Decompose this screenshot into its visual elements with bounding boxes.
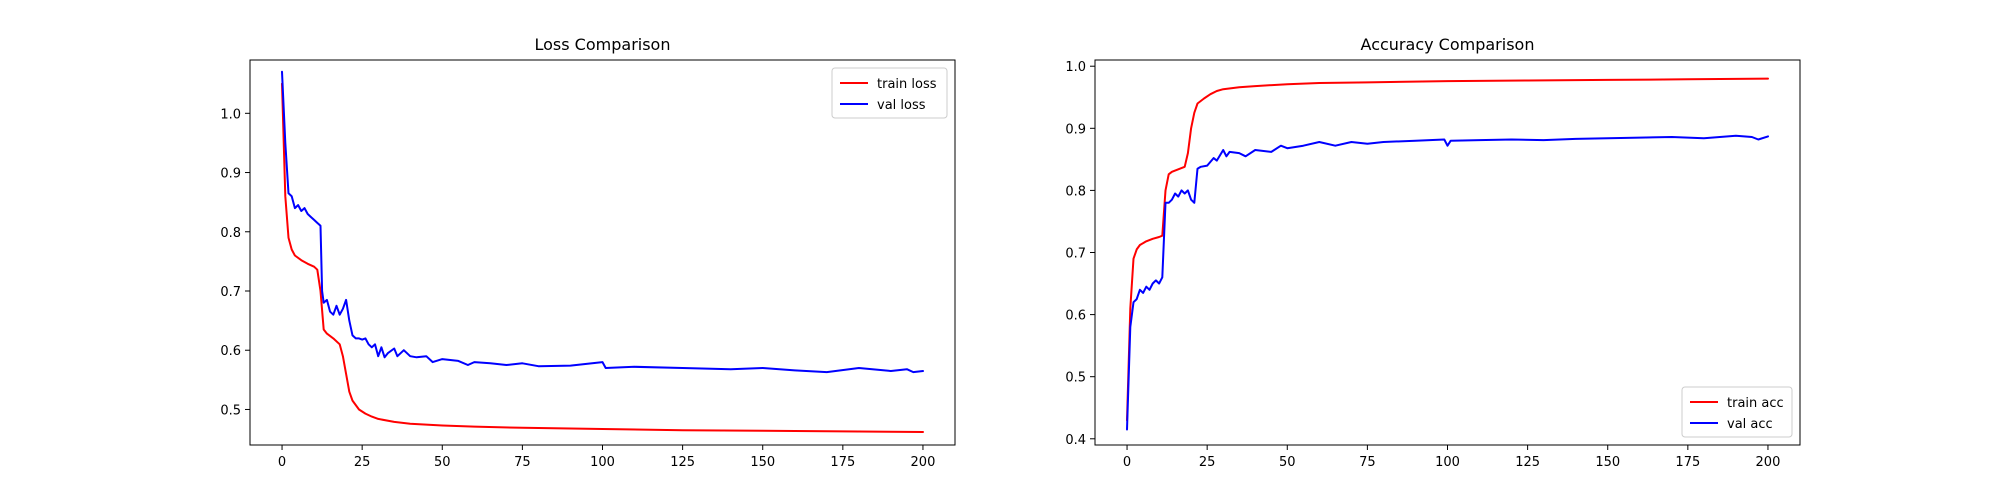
plot-area-frame bbox=[249, 59, 956, 446]
loss-chart: Loss Comparison 0 25 50 75 100 125 150 175 200 0.5… bbox=[220, 35, 956, 470]
plot-area-frame bbox=[1094, 59, 1801, 446]
legend-label: train acc bbox=[1727, 396, 1784, 411]
legend: train loss val loss bbox=[831, 67, 948, 119]
y-tick-label: 0.4 bbox=[1065, 433, 1086, 448]
legend-box bbox=[831, 67, 948, 119]
x-tick-label: 150 bbox=[1595, 455, 1620, 470]
y-tick-label: 0.6 bbox=[1065, 309, 1086, 324]
y-tick-label: 0.6 bbox=[220, 344, 241, 359]
y-tick-label: 0.5 bbox=[220, 403, 241, 418]
legend-box bbox=[1681, 386, 1793, 438]
x-tick-label: 75 bbox=[514, 455, 531, 470]
y-tick-label: 1.0 bbox=[220, 107, 241, 122]
legend-label: val acc bbox=[1727, 417, 1773, 432]
x-tick-label: 25 bbox=[354, 455, 371, 470]
x-tick-label: 0 bbox=[1123, 455, 1131, 470]
x-tick-label: 25 bbox=[1199, 455, 1216, 470]
y-tick-label: 1.0 bbox=[1065, 60, 1086, 75]
series-line-val-acc bbox=[1126, 134, 1769, 431]
y-tick-label: 0.8 bbox=[220, 226, 241, 241]
x-tick-label: 125 bbox=[670, 455, 695, 470]
y-tick-label: 0.9 bbox=[1065, 122, 1086, 137]
chart-title: Accuracy Comparison bbox=[1361, 35, 1535, 54]
y-tick-label: 0.8 bbox=[1065, 184, 1086, 199]
y-tick-label: 0.5 bbox=[1065, 371, 1086, 386]
y-tick-label: 0.9 bbox=[220, 167, 241, 182]
series-line-train-acc bbox=[1126, 77, 1769, 422]
x-tick-label: 175 bbox=[830, 455, 855, 470]
chart-title: Loss Comparison bbox=[535, 35, 671, 54]
accuracy-chart: Accuracy Comparison 0 25 50 75 100 125 150 175 20… bbox=[1065, 35, 1801, 470]
x-tick-label: 75 bbox=[1359, 455, 1376, 470]
legend-label: train loss bbox=[877, 77, 937, 92]
x-tick-label: 125 bbox=[1515, 455, 1540, 470]
x-tick-label: 50 bbox=[434, 455, 451, 470]
x-tick-label: 100 bbox=[1435, 455, 1460, 470]
x-tick-label: 150 bbox=[750, 455, 775, 470]
x-tick-label: 200 bbox=[1756, 455, 1781, 470]
x-tick-label: 175 bbox=[1675, 455, 1700, 470]
legend-label: val loss bbox=[877, 98, 926, 113]
x-tick-label: 100 bbox=[590, 455, 615, 470]
legend: train acc val acc bbox=[1681, 386, 1793, 438]
y-tick-label: 0.7 bbox=[1065, 247, 1086, 262]
x-tick-label: 0 bbox=[278, 455, 286, 470]
series-line-val-loss bbox=[281, 70, 924, 374]
x-tick-label: 50 bbox=[1279, 455, 1296, 470]
x-tick-label: 200 bbox=[911, 455, 936, 470]
series-line-train-loss bbox=[281, 82, 924, 433]
y-tick-label: 0.7 bbox=[220, 285, 241, 300]
